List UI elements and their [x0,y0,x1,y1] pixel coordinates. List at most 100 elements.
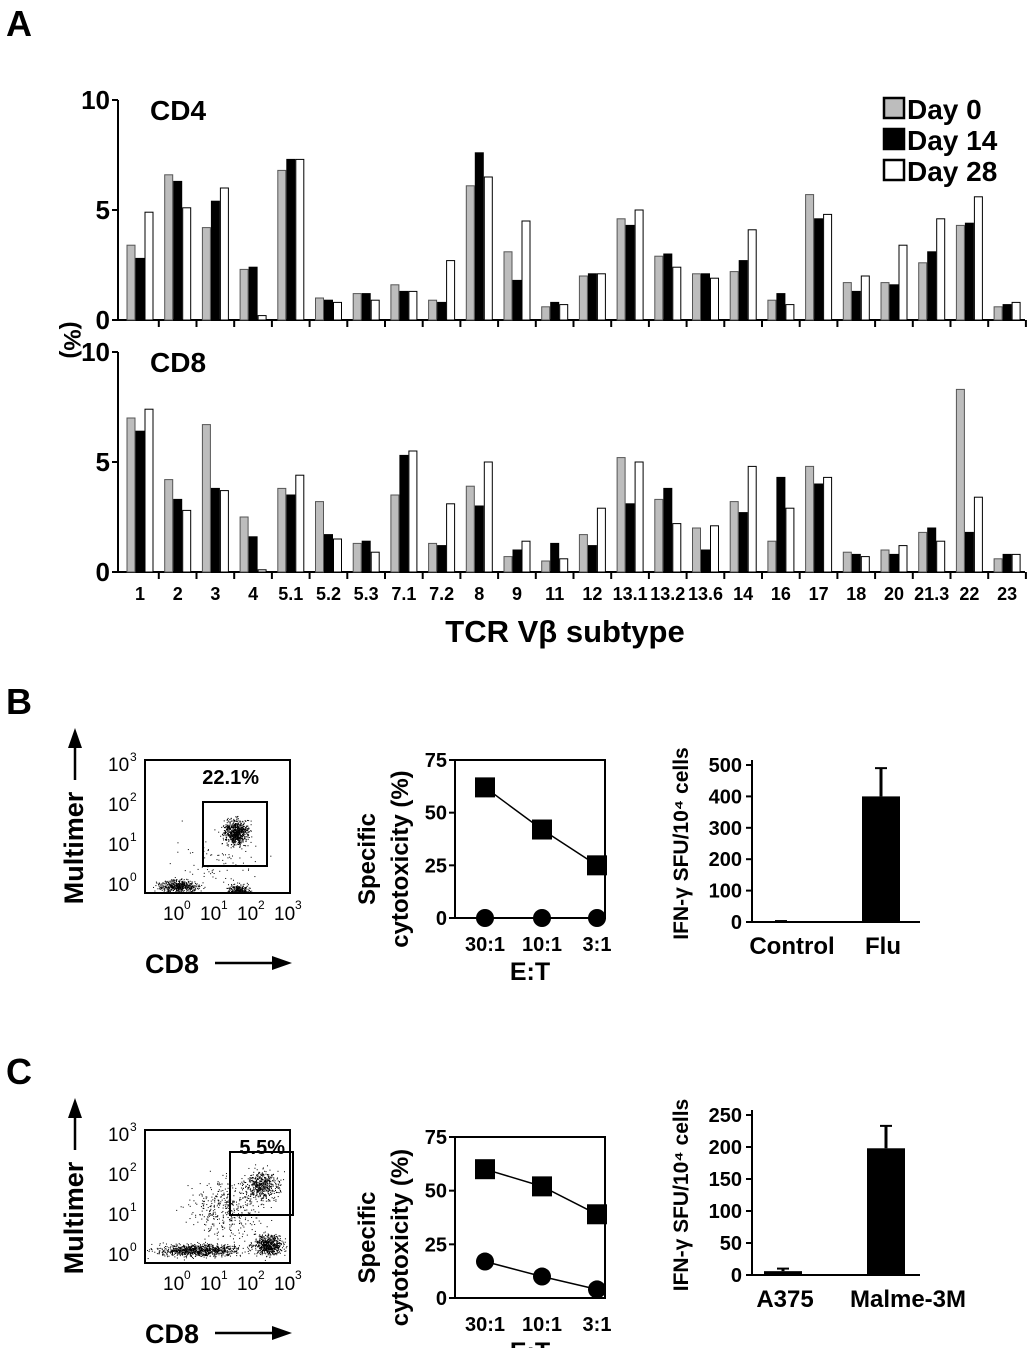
flow-event [258,1178,260,1180]
flow-event [272,1189,274,1191]
flow-event [260,1186,262,1188]
flow-event [257,1242,259,1244]
flow-event [237,837,239,839]
flow-event [262,1250,264,1252]
flow-event [211,1252,213,1254]
flow-event [177,889,179,891]
flow-event [233,840,235,842]
flow-event [263,1238,265,1240]
flow-event [258,1240,260,1242]
flow-event [181,820,183,822]
flow-event [265,1195,267,1197]
flow-event [271,1175,273,1177]
flow-event [205,1257,207,1259]
flow-event [228,831,230,833]
flow-event [204,1246,206,1248]
flow-event [189,1253,191,1255]
flow-event [186,1251,188,1253]
flow-event [189,1205,191,1207]
flow-event [237,889,239,891]
flow-event [239,831,241,833]
flow-event [189,1251,191,1253]
flow-event [266,1248,268,1250]
flow-event [272,1185,274,1187]
flow-event [198,1253,200,1255]
flow-event [219,870,221,872]
flow-event [189,884,191,886]
flow-event [186,887,188,889]
bar-13.6-day2 [710,277,719,321]
flow-event [226,842,228,844]
flow-event [229,1226,231,1228]
flow-event [200,1247,202,1249]
flow-event [269,1199,271,1201]
flow-event [223,832,225,834]
flow-event [228,890,230,892]
y-tick-label: 400 [709,786,742,808]
flow-event [181,890,183,892]
square-marker [475,1159,495,1180]
flow-event [261,1193,263,1195]
square-marker [475,777,495,798]
flow-event [259,1193,261,1195]
flow-event [171,885,173,887]
flow-event [240,1207,242,1209]
flow-event [175,880,177,882]
bar-12-day0 [578,275,588,321]
flow-event [176,1245,178,1247]
flow-event [232,837,234,839]
y-tick-label: 100 [709,1201,742,1223]
flow-event [181,890,183,892]
y-tick-exp: 0 [130,870,137,884]
flow-event [217,1244,219,1246]
flow-event [205,1247,207,1249]
flow-event [171,889,173,891]
flow-event [208,1228,210,1230]
flow-event [232,831,234,833]
flow-event [159,887,161,889]
flow-event [262,1191,264,1193]
flow-event [253,1196,255,1198]
flow-event [219,1196,221,1198]
flow-event [264,1248,266,1250]
flow-event [198,1252,200,1254]
flow-event [269,1183,271,1185]
bar-5.3-day0 [352,293,362,321]
flow-event [237,1183,239,1185]
flow-event [233,831,235,833]
flow-event [206,1204,208,1206]
flow-event [196,1248,198,1250]
flow-event [242,888,244,890]
flow-event [227,826,229,828]
bar-13.6-day0 [692,273,701,321]
flow-event [274,1248,276,1250]
flow-event [206,1243,208,1245]
flow-event [220,1249,222,1251]
flow-event [176,1254,178,1256]
flow-event [222,1246,224,1248]
flow-event [185,889,187,891]
x-tick-label: 14 [733,584,753,604]
flow-event [258,1205,260,1207]
flow-event [231,838,233,840]
flow-event [183,883,185,885]
flow-event [251,1246,253,1248]
flow-event [271,1239,273,1241]
flow-event [247,838,249,840]
flow-event [274,1180,276,1182]
flow-event [239,846,241,848]
flow-event [229,1245,231,1247]
flow-event [171,1250,173,1252]
flow-event [209,1243,211,1245]
flow-event [273,1199,275,1201]
flow-event [179,885,181,887]
x-tick-label: 3:1 [583,1314,612,1336]
flow-event [187,889,189,891]
x-tick-label: 5.2 [316,584,341,604]
flow-event [243,1226,245,1228]
flow-event [250,1181,252,1183]
flow-event [247,1203,249,1205]
flow-event [232,827,234,829]
flow-event [196,1253,198,1255]
flow-event [211,1246,213,1248]
